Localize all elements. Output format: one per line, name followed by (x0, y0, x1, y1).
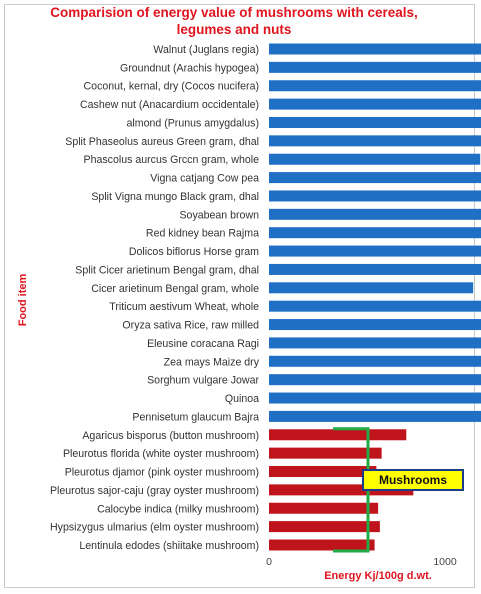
x-axis-ticks: 0100020003000 (266, 556, 457, 568)
category-label: Pleurotus djamor (pink oyster mushroom) (65, 467, 259, 479)
plant-food-bar (269, 135, 481, 147)
mushroom-bar (269, 466, 377, 478)
plant-food-bar (269, 190, 481, 202)
plant-food-bar (269, 153, 481, 165)
category-label: Split Vigna mungo Black gram, dhal (91, 191, 259, 203)
mushroom-bar (269, 521, 380, 533)
plant-food-bar (269, 355, 481, 367)
plant-food-bar (269, 282, 474, 294)
plant-food-bar (269, 43, 481, 55)
category-label: Coconut, kernal, dry (Cocos nucifera) (84, 81, 259, 93)
y-axis-title: Food item (17, 274, 29, 327)
category-label: Hypsizygus ulmarius (elm oyster mushroom… (50, 522, 259, 534)
category-label: Split Phaseolus aureus Green gram, dhal (65, 136, 259, 148)
bars (269, 43, 481, 551)
category-label: Groundnut (Arachis hypogea) (120, 62, 259, 74)
mushroom-bar (269, 429, 407, 441)
category-label: Oryza sativa Rice, raw milled (122, 320, 259, 332)
category-label: Zea mays Maize dry (164, 356, 260, 368)
plant-food-bar (269, 116, 481, 128)
mushroom-bar (269, 484, 414, 496)
category-label: Eleusine coracana Ragi (147, 338, 259, 350)
category-label: Calocybe indica (milky mushroom) (97, 503, 259, 515)
plant-food-bar (269, 80, 481, 92)
category-label: Agaricus bisporus (button mushroom) (82, 430, 259, 442)
plant-food-bar (269, 392, 481, 404)
category-label: Quinoa (225, 393, 259, 405)
category-label: Soyabean brown (179, 209, 259, 221)
mushrooms-annotation-label: Mushrooms (379, 473, 447, 487)
plant-food-bar (269, 263, 481, 275)
plant-food-bar (269, 300, 481, 312)
plant-food-bar (269, 319, 481, 331)
category-label: Split Cicer arietinum Bengal gram, dhal (75, 264, 259, 276)
chart-title-line-2: legumes and nuts (176, 22, 292, 37)
mushrooms-annotation-box (362, 469, 464, 491)
x-tick-label: 1000 (433, 556, 457, 568)
plant-food-bar (269, 374, 481, 386)
mushroom-bar (269, 502, 379, 514)
category-label: Walnut (Juglans regia) (153, 44, 259, 56)
category-label: Phascolus aurcus Grccn gram, whole (84, 154, 260, 166)
category-label: Cashew nut (Anacardium occidentale) (80, 99, 259, 111)
mushroom-bar (269, 539, 375, 551)
x-axis-title: Energy Kj/100g d.wt. (324, 570, 432, 582)
plant-food-bar (269, 245, 481, 257)
category-label: Triticum aestivum Wheat, whole (109, 301, 259, 313)
x-tick-label: 0 (266, 556, 272, 568)
category-label: Cicer arietinum Bengal gram, whole (91, 283, 259, 295)
category-label: Red kidney bean Rajma (146, 228, 259, 240)
category-label: Pennisetum glaucum Bajra (132, 411, 259, 423)
plant-food-bar (269, 337, 481, 349)
category-label: Pleurotus florida (white oyster mushroom… (63, 448, 259, 460)
category-label: almond (Prunus amygdalus) (127, 117, 259, 129)
plant-food-bar (269, 98, 481, 110)
plant-food-bar (269, 410, 481, 422)
plant-food-bar (269, 208, 481, 220)
category-label: Vigna catjang Cow pea (150, 173, 259, 185)
category-label: Dolicos biflorus Horse gram (129, 246, 259, 258)
category-label: Lentinula edodes (shiitake mushroom) (79, 540, 259, 552)
category-label: Pleurotus sajor-caju (gray oyster mushro… (50, 485, 259, 497)
category-label: Sorghum vulgare Jowar (147, 375, 259, 387)
mushroom-bar (269, 447, 382, 459)
plant-food-bar (269, 172, 481, 184)
category-labels: Walnut (Juglans regia) Groundnut (Arachis… (50, 44, 260, 552)
chart-title: Comparision of energy value of mushrooms… (14, 4, 454, 38)
chart-title-line-1: Comparision of energy value of mushrooms… (50, 5, 418, 20)
plant-food-bar (269, 227, 481, 239)
plant-food-bar (269, 61, 481, 73)
